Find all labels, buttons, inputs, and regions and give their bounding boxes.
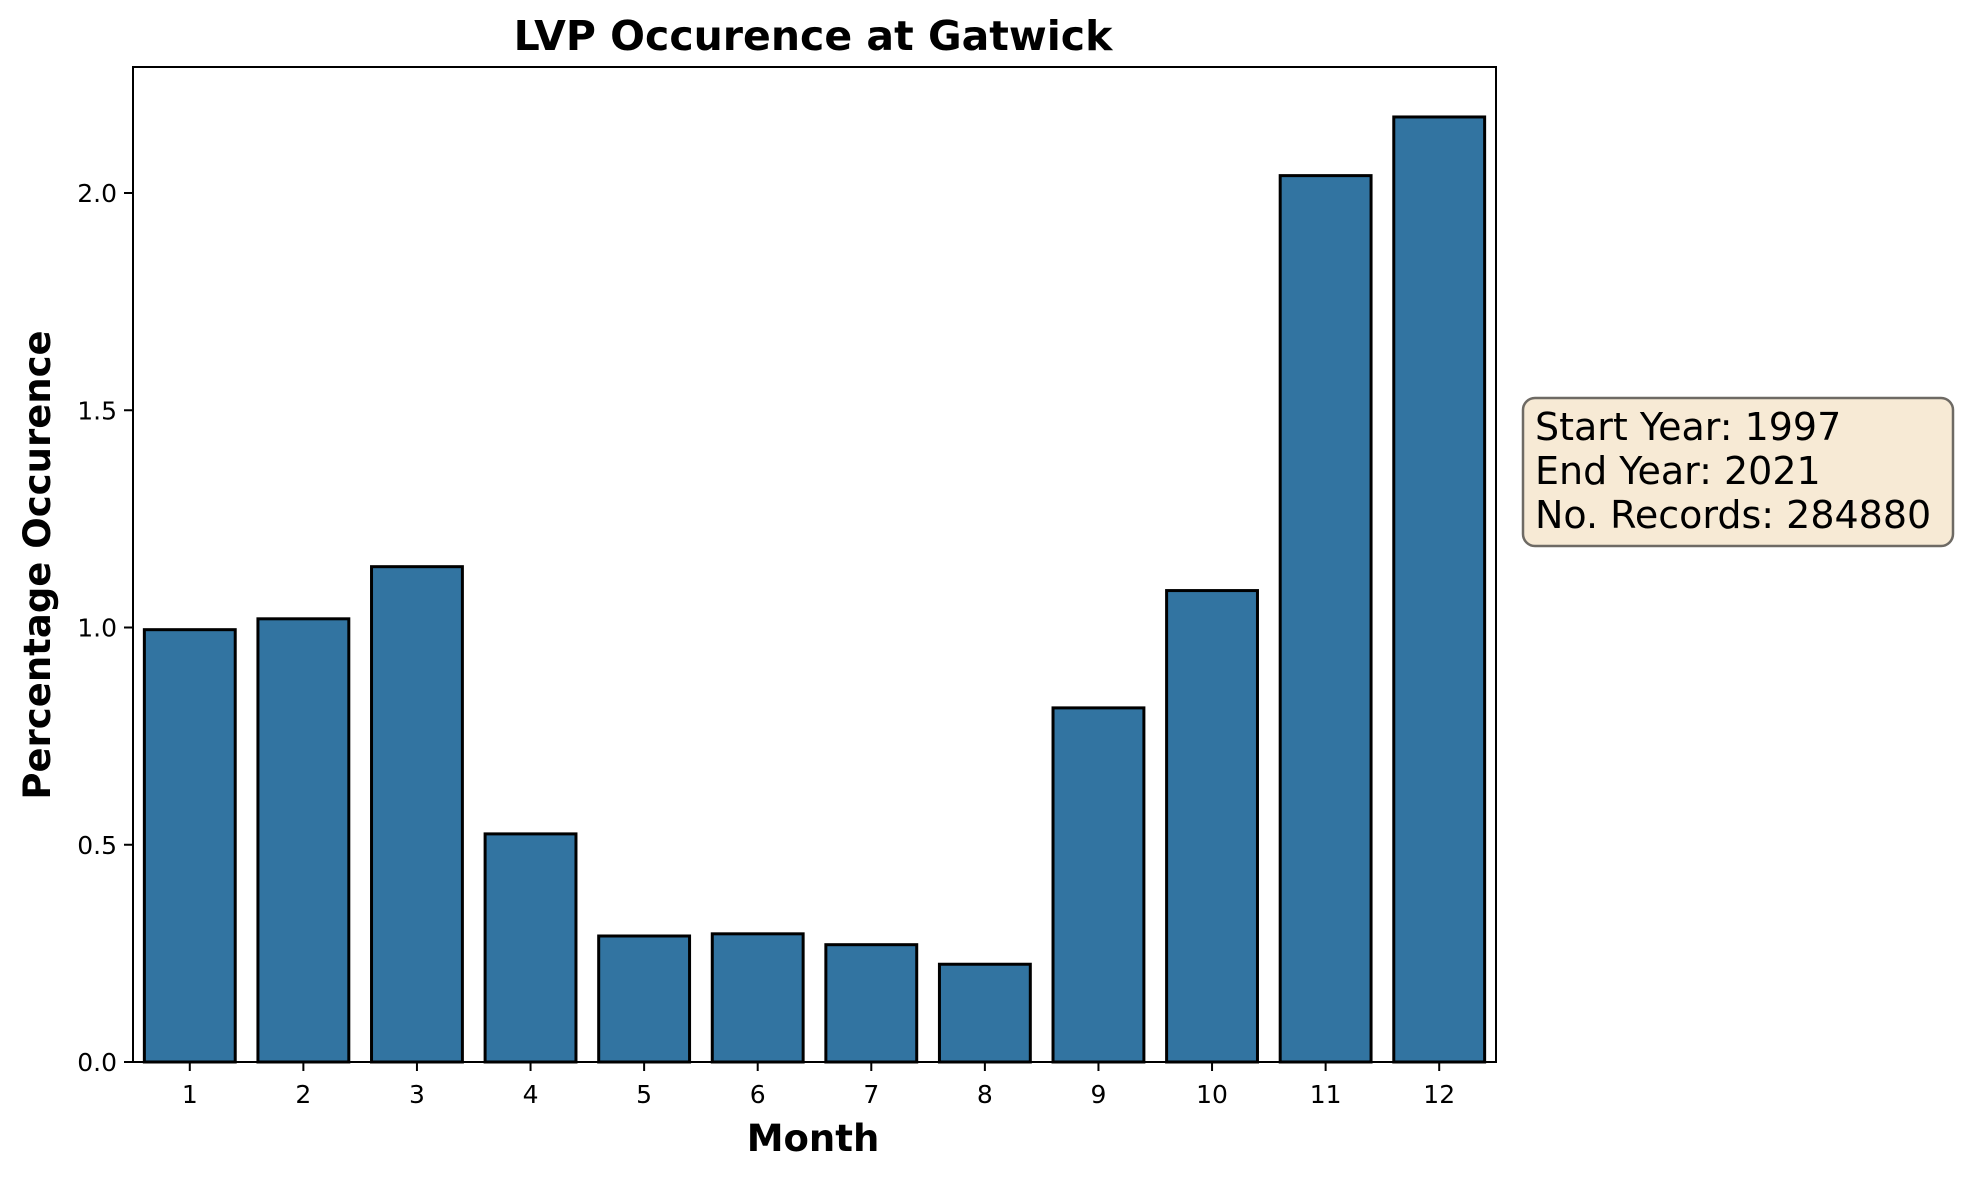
x-tick-label: 7 (863, 1080, 879, 1109)
x-axis-ticks: 1 2 3 4 5 6 7 8 9 10 11 12 (182, 1062, 1455, 1109)
x-axis-label: Month (747, 1117, 880, 1160)
bar-month-11 (1278, 174, 1373, 1064)
x-tick-label: 5 (636, 1080, 652, 1109)
y-tick-label: 0.5 (77, 831, 117, 860)
bar-month-1 (142, 628, 237, 1064)
bar-month-10 (1165, 589, 1259, 1064)
bar-month-6 (710, 932, 805, 1064)
info-record-count: No. Records: 284880 (1535, 493, 1931, 537)
info-start-year: Start Year: 1997 (1535, 405, 1841, 449)
y-tick-label: 0.0 (77, 1048, 117, 1077)
x-tick-label: 11 (1310, 1080, 1342, 1109)
info-box-background (1521, 396, 1955, 548)
bar-month-8 (937, 962, 1032, 1064)
x-tick-label: 3 (409, 1080, 425, 1109)
y-axis-ticks: 0.0 0.5 1.0 1.5 2.0 (77, 179, 133, 1077)
plot-frame (132, 66, 1497, 1063)
x-tick-label: 12 (1423, 1080, 1455, 1109)
chart-title: LVP Occurence at Gatwick (514, 12, 1114, 60)
bar-month-2 (256, 617, 351, 1064)
bar-month-12 (1392, 115, 1487, 1064)
bar-month-7 (824, 943, 919, 1064)
x-tick-label: 10 (1196, 1080, 1228, 1109)
bars-group (142, 115, 1487, 1064)
y-tick-label: 2.0 (77, 179, 117, 208)
x-tick-label: 9 (1091, 1080, 1107, 1109)
y-tick-label: 1.5 (77, 396, 117, 425)
info-box: Start Year: 1997 End Year: 2021 No. Reco… (1521, 396, 1955, 548)
bar-month-3 (370, 565, 464, 1064)
x-tick-label: 2 (295, 1080, 311, 1109)
bar-month-4 (483, 832, 578, 1064)
y-tick-label: 1.0 (77, 614, 117, 643)
x-tick-label: 1 (182, 1080, 198, 1109)
x-tick-label: 8 (977, 1080, 993, 1109)
bar-month-5 (597, 934, 692, 1064)
y-axis-label: Percentage Occurence (16, 330, 59, 799)
x-tick-label: 4 (523, 1080, 539, 1109)
x-tick-label: 6 (750, 1080, 766, 1109)
info-end-year: End Year: 2021 (1535, 449, 1821, 493)
bar-month-9 (1051, 706, 1146, 1064)
